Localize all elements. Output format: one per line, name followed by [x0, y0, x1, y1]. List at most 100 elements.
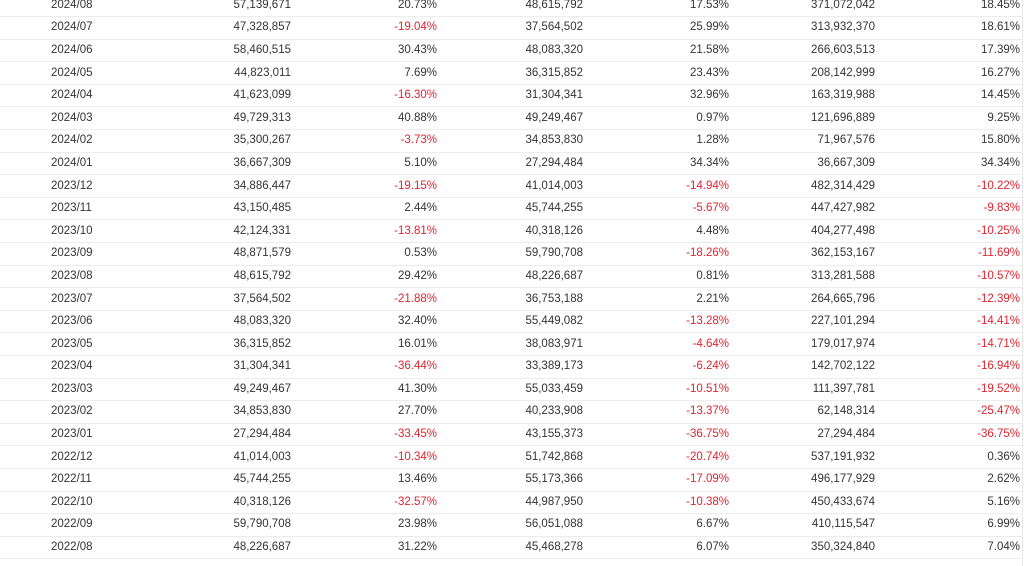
table-row: 2024/02 35,300,267 -3.73% 34,853,830 1.28% 71…	[0, 129, 1022, 153]
value-3-cell: 121,696,889	[731, 106, 877, 131]
value-1-cell: 41,623,099	[95, 84, 293, 108]
change-3-cell: -9.83%	[877, 197, 1022, 221]
value-3-cell: 496,177,929	[731, 468, 877, 492]
change-3-cell: -10.57%	[877, 265, 1022, 289]
table-row: 2024/07 47,328,857 -19.04% 37,564,502 25.99%…	[0, 16, 1022, 40]
value-1-cell: 44,823,011	[95, 61, 293, 85]
month-cell: 2022/08	[0, 536, 95, 560]
table-row: 2023/01 27,294,484 -33.45% 43,155,373 -36.75…	[0, 423, 1022, 447]
value-3-cell: 163,319,988	[731, 84, 877, 108]
change-2-cell: -20.74%	[585, 445, 731, 469]
change-2-cell: 23.43%	[585, 61, 731, 85]
change-1-cell: -19.04%	[293, 16, 439, 40]
value-3-cell: 410,115,547	[731, 513, 877, 537]
change-2-cell: -10.51%	[585, 378, 731, 402]
change-2-cell: -6.24%	[585, 355, 731, 379]
value-2-cell: 33,389,173	[439, 355, 585, 379]
value-1-cell: 49,249,467	[95, 378, 293, 402]
change-2-cell: 6.67%	[585, 513, 731, 537]
value-3-cell: 482,314,429	[731, 174, 877, 198]
change-3-cell: 5.16%	[877, 491, 1022, 515]
change-3-cell: -19.52%	[877, 378, 1022, 402]
table-row: 2023/06 48,083,320 32.40% 55,449,082 -13.28%…	[0, 310, 1022, 334]
change-2-cell: 34.34%	[585, 152, 731, 176]
change-3-cell: -16.94%	[877, 355, 1022, 379]
value-2-cell: 55,033,459	[439, 378, 585, 402]
month-cell: 2023/03	[0, 378, 95, 402]
change-3-cell: 9.25%	[877, 106, 1022, 131]
value-1-cell: 36,315,852	[95, 332, 293, 356]
month-cell: 2022/10	[0, 491, 95, 515]
change-2-cell: 4.48%	[585, 219, 731, 244]
value-2-cell: 48,615,792	[439, 0, 585, 18]
change-2-cell: 21.58%	[585, 39, 731, 63]
value-3-cell: 266,603,513	[731, 39, 877, 63]
table-row: 2023/05 36,315,852 16.01% 38,083,971 -4.64% 1…	[0, 332, 1022, 356]
change-2-cell: -13.37%	[585, 400, 731, 424]
change-2-cell: -17.09%	[585, 468, 731, 492]
month-cell: 2023/10	[0, 219, 95, 244]
change-1-cell: 29.42%	[293, 265, 439, 289]
table-row: 2023/07 37,564,502 -21.88% 36,753,188 2.21% 2…	[0, 287, 1022, 311]
table-row: 2024/06 58,460,515 30.43% 48,083,320 21.58% 2…	[0, 39, 1022, 63]
month-cell: 2023/02	[0, 400, 95, 424]
change-2-cell: 2.21%	[585, 287, 731, 311]
change-3-cell: 15.80%	[877, 129, 1022, 153]
value-3-cell: 62,148,314	[731, 400, 877, 424]
change-3-cell: -10.25%	[877, 219, 1022, 244]
value-2-cell: 36,315,852	[439, 61, 585, 85]
value-2-cell: 27,294,484	[439, 152, 585, 176]
value-3-cell: 227,101,294	[731, 310, 877, 334]
month-cell: 2024/01	[0, 152, 95, 176]
month-cell: 2023/11	[0, 197, 95, 221]
change-3-cell: 34.34%	[877, 152, 1022, 176]
value-1-cell: 40,318,126	[95, 491, 293, 515]
value-3-cell: 313,932,370	[731, 16, 877, 40]
value-2-cell: 44,987,950	[439, 491, 585, 515]
month-cell: 2023/08	[0, 265, 95, 289]
table-row: 2024/05 44,823,011 7.69% 36,315,852 23.43% 20…	[0, 61, 1022, 85]
value-3-cell: 450,433,674	[731, 491, 877, 515]
value-2-cell: 40,233,908	[439, 400, 585, 424]
value-3-cell: 27,294,484	[731, 423, 877, 447]
change-3-cell: -25.47%	[877, 400, 1022, 424]
change-1-cell: 2.44%	[293, 197, 439, 221]
value-2-cell: 48,226,687	[439, 265, 585, 289]
month-cell: 2022/09	[0, 513, 95, 537]
change-3-cell: 17.39%	[877, 39, 1022, 63]
table-row: 2023/12 34,886,447 -19.15% 41,014,003 -14.94…	[0, 174, 1022, 198]
value-1-cell: 27,294,484	[95, 423, 293, 447]
value-2-cell: 45,468,278	[439, 536, 585, 560]
change-1-cell: 0.53%	[293, 242, 439, 266]
value-1-cell: 31,304,341	[95, 355, 293, 379]
value-3-cell: 36,667,309	[731, 152, 877, 176]
change-3-cell: -14.71%	[877, 332, 1022, 356]
change-2-cell: -10.38%	[585, 491, 731, 515]
value-1-cell: 49,729,313	[95, 106, 293, 131]
change-2-cell: 25.99%	[585, 16, 731, 40]
change-1-cell: 30.43%	[293, 39, 439, 63]
value-1-cell: 42,124,331	[95, 219, 293, 244]
change-2-cell: -5.67%	[585, 197, 731, 221]
change-2-cell: -14.94%	[585, 174, 731, 198]
change-3-cell: -10.22%	[877, 174, 1022, 198]
change-1-cell: 5.10%	[293, 152, 439, 176]
change-1-cell: -33.45%	[293, 423, 439, 447]
change-1-cell: -10.34%	[293, 445, 439, 469]
value-1-cell: 48,226,687	[95, 536, 293, 560]
change-3-cell: 6.99%	[877, 513, 1022, 537]
table-row: 2022/11 45,744,255 13.46% 55,173,366 -17.09%…	[0, 468, 1022, 492]
month-cell: 2023/01	[0, 423, 95, 447]
month-cell: 2024/04	[0, 84, 95, 108]
value-2-cell: 55,449,082	[439, 310, 585, 334]
value-1-cell: 41,014,003	[95, 445, 293, 469]
value-3-cell: 208,142,999	[731, 61, 877, 85]
value-2-cell: 56,051,088	[439, 513, 585, 537]
month-cell: 2023/07	[0, 287, 95, 311]
change-3-cell: -11.69%	[877, 242, 1022, 266]
table-row: 2024/08 57,139,671 20.73% 48,615,792 17.53% 3…	[0, 0, 1022, 18]
change-2-cell: -4.64%	[585, 332, 731, 356]
table-row: 2023/11 43,150,485 2.44% 45,744,255 -5.67% 44…	[0, 197, 1022, 221]
value-3-cell: 404,277,498	[731, 219, 877, 244]
